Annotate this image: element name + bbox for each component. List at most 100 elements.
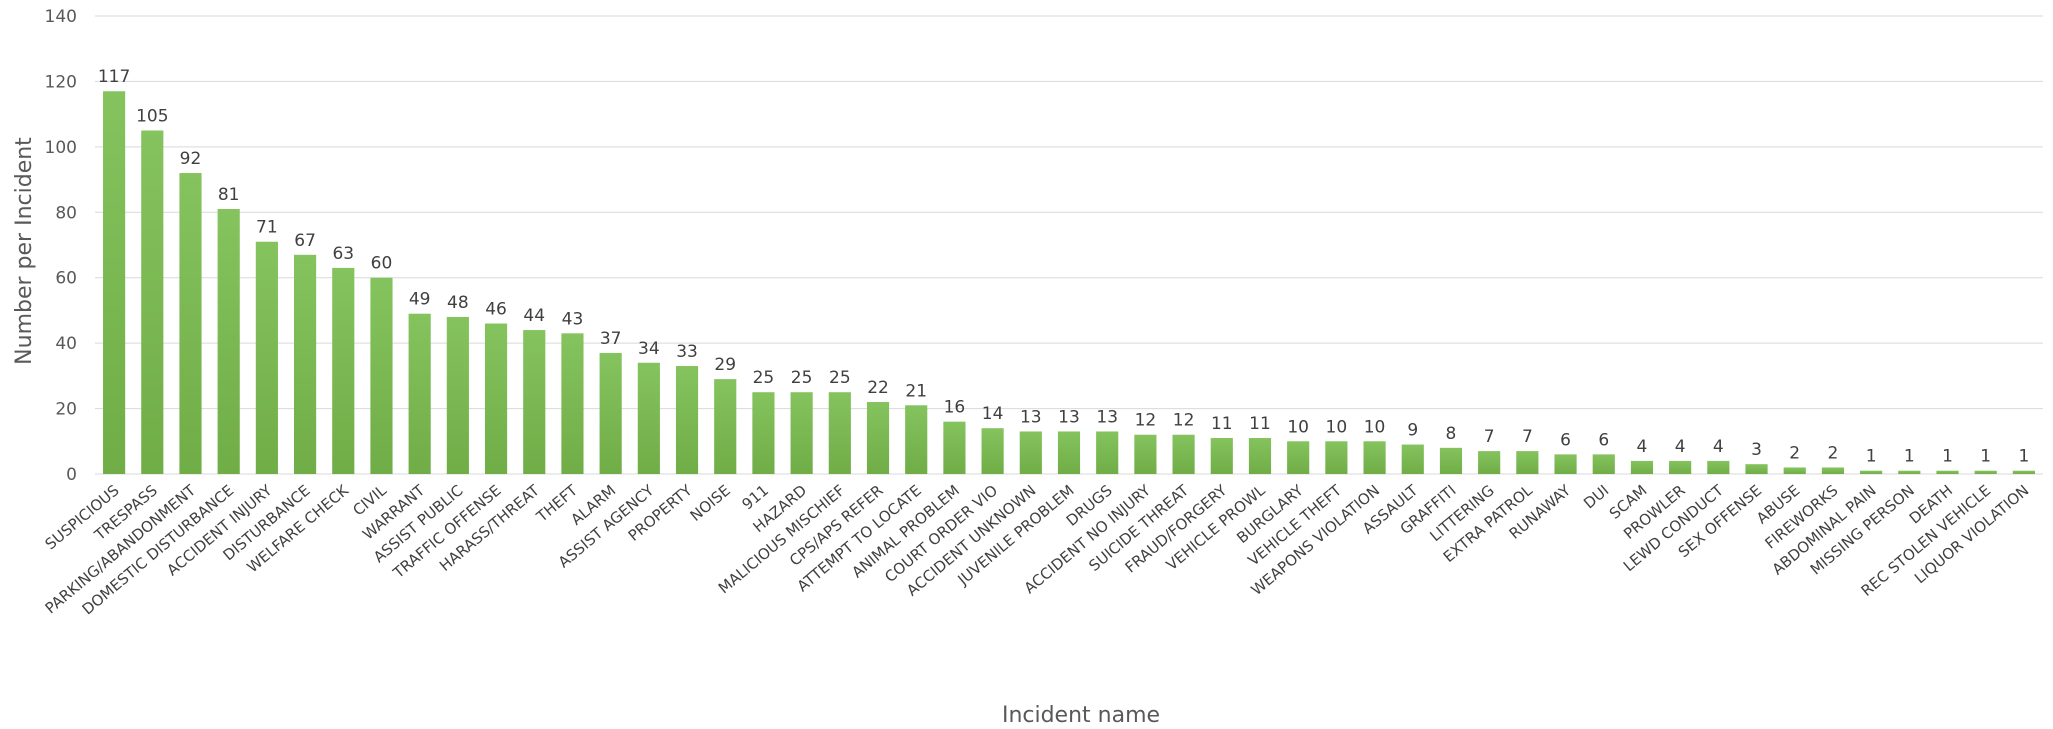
bar [1210,438,1233,474]
x-tick-label: PARKING/ABANDONMENT [42,481,200,618]
bar [1363,441,1386,474]
data-label: 6 [1560,430,1571,450]
bar [1325,441,1348,474]
bar [1172,434,1195,474]
data-label: 29 [714,355,736,375]
data-label: 49 [409,290,431,310]
bar [1554,454,1577,474]
x-axis-title: Incident name [1002,703,1160,728]
bar [179,173,202,474]
data-label: 13 [1058,407,1080,427]
bar [1478,451,1501,474]
bar [599,352,622,474]
y-tick-label: 0 [66,465,77,485]
bar [1974,470,1997,474]
y-tick-label: 120 [45,72,77,92]
data-label: 7 [1484,427,1495,447]
data-label: 44 [523,306,545,326]
bar [1592,454,1615,474]
data-label: 34 [638,339,660,359]
bar [484,323,508,474]
data-label: 6 [1598,430,1609,450]
bar [866,402,890,474]
bar [1096,431,1119,474]
bars [103,91,2035,474]
data-label: 81 [218,185,240,205]
bar [332,267,355,474]
data-label: 11 [1211,414,1233,434]
bar [408,313,431,474]
data-label: 48 [447,293,469,313]
data-label: 11 [1249,414,1271,434]
bar [103,91,126,474]
bar [905,405,928,474]
bar [1287,441,1310,474]
data-label: 3 [1751,440,1762,460]
bar [561,333,584,474]
data-label: 13 [1096,407,1118,427]
bar [1057,431,1081,474]
data-label: 92 [180,149,202,169]
data-label: 7 [1522,427,1533,447]
bar [1898,470,1921,474]
data-label: 4 [1637,437,1648,457]
data-label: 1 [1942,447,1953,467]
data-label: 12 [1173,411,1195,431]
data-label: 67 [294,231,316,251]
data-label: 22 [867,378,889,398]
bar [714,379,737,474]
y-tick-label: 20 [55,400,77,420]
bar [1248,438,1272,474]
bar [1669,460,1692,474]
data-label: 43 [562,309,584,329]
data-label: 1 [1980,447,1991,467]
bar [637,362,660,474]
bar [1019,431,1042,474]
y-tick-label: 60 [55,269,77,289]
data-label: 4 [1675,437,1686,457]
bar [2012,470,2035,474]
data-label: 14 [982,404,1004,424]
data-label: 13 [1020,407,1042,427]
bar [943,421,966,474]
bar [1860,470,1883,474]
data-label: 4 [1713,437,1724,457]
bar [828,392,851,474]
data-label: 1 [1904,447,1915,467]
bar [1936,470,1959,474]
data-label: 117 [98,67,130,87]
y-tick-label: 140 [45,7,77,27]
data-label: 2 [1828,443,1839,463]
bar [294,254,317,474]
data-label: 63 [332,244,354,264]
data-label: 25 [753,368,775,388]
y-tick-label: 100 [45,138,77,158]
bar [370,277,393,474]
bar [1401,444,1424,474]
y-axis-title: Number per Incident [12,137,37,365]
data-label: 25 [829,368,851,388]
bar [446,316,469,474]
bar [1630,460,1654,474]
data-label: 10 [1326,417,1348,437]
y-tick-label: 80 [55,203,77,223]
data-label: 25 [791,368,813,388]
bar [1707,460,1730,474]
bar [1134,434,1157,474]
y-tick-label: 40 [55,334,77,354]
data-label: 71 [256,218,278,238]
data-label: 21 [905,381,927,401]
data-label: 33 [676,342,698,362]
x-axis-categories: SUSPICIOUSTRESPASSPARKING/ABANDONMENTDOM… [42,481,2033,619]
data-label: 9 [1407,421,1418,441]
data-label: 46 [485,300,507,320]
data-label: 2 [1789,443,1800,463]
data-label: 8 [1446,424,1457,444]
data-label: 37 [600,329,622,349]
bar [141,130,164,474]
data-label: 10 [1287,417,1309,437]
data-label: 16 [944,398,966,418]
bar [1439,447,1463,474]
